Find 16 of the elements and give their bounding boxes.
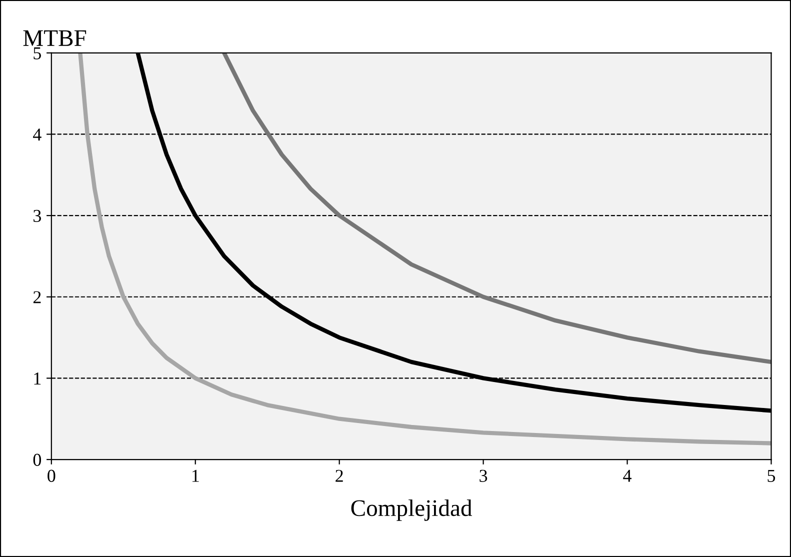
y-tick-label: 4	[33, 128, 42, 140]
x-tick-label: 2	[336, 470, 343, 482]
x-tick-label: 0	[48, 470, 56, 482]
y-axis-title: MTBF	[23, 30, 86, 46]
line-series	[222, 52, 772, 364]
y-tick-label: 3	[34, 210, 41, 222]
x-tick-label: 3	[480, 470, 488, 482]
x-tick-label: 5	[768, 470, 776, 482]
line-series	[78, 52, 772, 446]
x-tick-label: 4	[623, 470, 632, 482]
y-tick-label: 0	[33, 454, 42, 466]
y-tick-label: 1	[34, 372, 41, 384]
x-axis-title: Complejidad	[351, 500, 472, 521]
y-tick-label: 2	[33, 291, 41, 304]
x-tick-label: 1	[192, 470, 199, 482]
y-tick-label: 5	[34, 47, 41, 60]
